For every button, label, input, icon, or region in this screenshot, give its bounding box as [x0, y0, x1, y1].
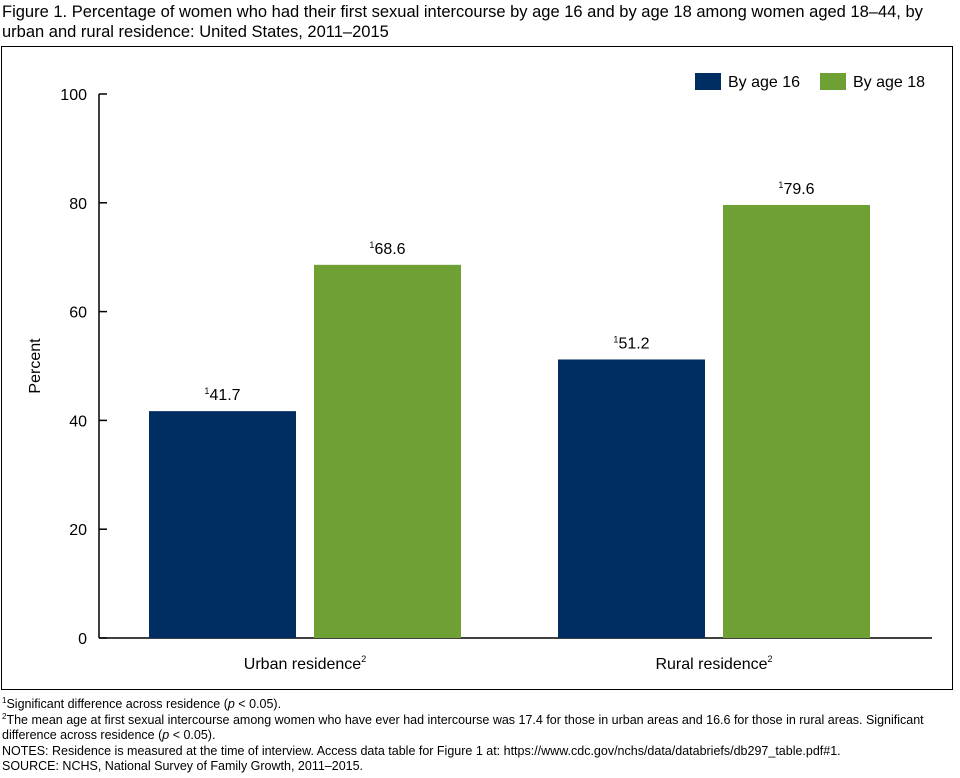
source-line: SOURCE: NCHS, National Survey of Family …: [2, 759, 364, 773]
data-label: 168.6: [369, 240, 405, 258]
y-axis-title: Percent: [27, 338, 44, 394]
data-label-value: 68.6: [374, 241, 405, 258]
data-label-note: 1: [204, 386, 209, 396]
chart-title: Figure 1. Percentage of women who had th…: [2, 3, 923, 41]
footnote-1-pre: Significant difference across residence …: [6, 697, 228, 711]
footnote-2-pre: The mean age at first sexual intercourse…: [2, 712, 924, 743]
y-tick-label: 20: [69, 522, 87, 539]
notes-section: 1Significant difference across residence…: [2, 695, 952, 775]
footnote-1-italic: p: [227, 697, 235, 711]
data-label-value: 41.7: [209, 387, 240, 404]
y-tick-label: 100: [60, 87, 87, 104]
category-label-text: Rural residence: [655, 656, 767, 673]
data-label: 179.6: [778, 180, 814, 198]
bar: [149, 411, 296, 638]
y-tick-label: 80: [69, 196, 87, 213]
legend-label: By age 18: [853, 74, 925, 91]
data-label-note: 1: [778, 180, 783, 190]
y-tick-label: 60: [69, 305, 87, 322]
data-label-value: 51.2: [618, 335, 649, 352]
bar: [723, 204, 870, 638]
category-label-text: Urban residence: [244, 656, 362, 673]
y-tick-label: 0: [78, 631, 87, 648]
category-label: Urban residence2: [244, 654, 366, 673]
legend-swatch: [820, 73, 846, 90]
footnote-1: 1Significant difference across residence…: [2, 695, 952, 713]
footnote-2-post: < 0.05).: [169, 728, 216, 742]
bar: [558, 359, 705, 638]
category-label-note: 2: [361, 654, 366, 664]
notes-line: NOTES: Residence is measured at the time…: [2, 743, 841, 758]
footnote-1-post: < 0.05).: [234, 697, 282, 711]
footnote-2: 2The mean age at first sexual intercours…: [2, 711, 932, 744]
legend-swatch: [695, 73, 721, 90]
data-label-note: 1: [613, 334, 618, 344]
chart-frame: 0 20 40 60 80 100 Percent 141.7 151.2 168.6 179.6 U…: [1, 46, 953, 690]
data-label: 151.2: [613, 334, 649, 352]
category-label: Rural residence2: [655, 654, 772, 673]
category-label-note: 2: [768, 654, 773, 664]
data-label-value: 79.6: [783, 181, 814, 198]
footnote-2-italic: p: [162, 728, 170, 742]
footnote-1-mark: 1: [2, 695, 7, 705]
data-label: 141.7: [204, 386, 240, 404]
footnote-2-mark: 2: [2, 711, 7, 721]
legend-label: By age 16: [728, 74, 800, 91]
bar: [314, 264, 461, 638]
data-label-note: 1: [369, 240, 374, 250]
y-tick-label: 40: [69, 413, 87, 430]
